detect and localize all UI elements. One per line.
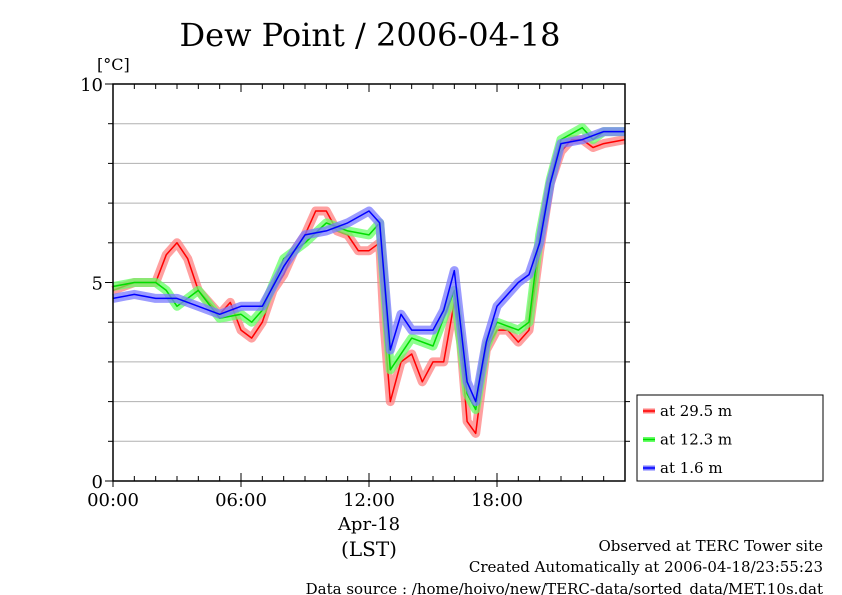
legend-label: at 29.5 m <box>660 402 732 420</box>
y-tick-label: 10 <box>80 75 103 96</box>
date-label: Apr-18 <box>337 514 400 535</box>
legend-label: at 12.3 m <box>660 431 732 449</box>
y-tick-label: 0 <box>92 472 103 493</box>
legend-box <box>636 394 824 482</box>
x-tick-label: 18:00 <box>471 490 523 511</box>
x-tick-label: 06:00 <box>215 490 267 511</box>
x-tick-label: 00:00 <box>87 490 139 511</box>
chart-title: Dew Point / 2006-04-18 <box>180 16 561 54</box>
series-line-2 <box>112 130 625 403</box>
footer-observed: Observed at TERC Tower site <box>598 537 823 555</box>
x-axis-label: (LST) <box>341 537 397 561</box>
y-tick-label: 5 <box>92 274 103 295</box>
footer-source: Data source : /home/hoivo/new/TERC-data/… <box>306 580 823 595</box>
footer-created: Created Automatically at 2006-04-18/23:5… <box>469 558 823 576</box>
legend-label: at 1.6 m <box>660 459 723 477</box>
y-axis-label: [°C] <box>97 55 130 74</box>
x-tick-label: 12:00 <box>343 490 395 511</box>
